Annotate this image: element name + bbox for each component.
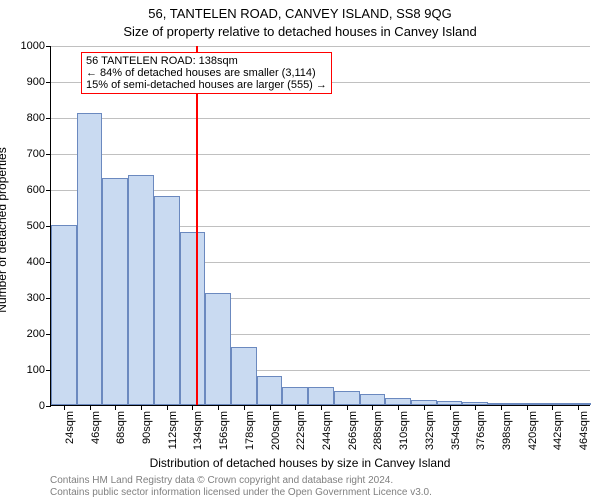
- x-tick-mark: [527, 405, 528, 410]
- annotation-line-2: ← 84% of detached houses are smaller (3,…: [86, 67, 327, 79]
- y-tick-label: 300: [27, 292, 45, 304]
- x-tick-label: 332sqm: [424, 411, 436, 450]
- x-tick-label: 90sqm: [141, 411, 153, 444]
- x-tick-mark: [398, 405, 399, 410]
- x-tick-label: 266sqm: [347, 411, 359, 450]
- x-tick-mark: [295, 405, 296, 410]
- x-tick-mark: [244, 405, 245, 410]
- x-tick-label: 178sqm: [244, 411, 256, 450]
- x-tick-mark: [167, 405, 168, 410]
- histogram-bar: [334, 391, 360, 405]
- histogram-bar: [180, 232, 206, 405]
- x-tick-mark: [424, 405, 425, 410]
- x-tick-mark: [192, 405, 193, 410]
- histogram-bar: [128, 175, 154, 405]
- x-tick-label: 134sqm: [192, 411, 204, 450]
- chart-title-line2: Size of property relative to detached ho…: [0, 24, 600, 39]
- histogram-bar: [205, 293, 231, 405]
- y-tick-mark: [46, 46, 51, 47]
- x-tick-mark: [218, 405, 219, 410]
- x-tick-label: 464sqm: [578, 411, 590, 450]
- x-tick-label: 420sqm: [527, 411, 539, 450]
- y-tick-label: 600: [27, 184, 45, 196]
- histogram-bar: [51, 225, 77, 405]
- x-tick-label: 200sqm: [270, 411, 282, 450]
- gridline: [51, 46, 590, 47]
- footer-line2: Contains public sector information licen…: [50, 487, 432, 499]
- y-tick-label: 700: [27, 148, 45, 160]
- histogram-bar: [102, 178, 128, 405]
- gridline: [51, 118, 590, 119]
- histogram-bar: [514, 403, 540, 405]
- annotation-line-3: 15% of semi-detached houses are larger (…: [86, 79, 327, 91]
- chart-title-line1: 56, TANTELEN ROAD, CANVEY ISLAND, SS8 9Q…: [0, 6, 600, 21]
- y-tick-label: 500: [27, 220, 45, 232]
- x-tick-label: 222sqm: [295, 411, 307, 450]
- x-tick-label: 46sqm: [90, 411, 102, 444]
- x-tick-label: 68sqm: [115, 411, 127, 444]
- histogram-bar: [462, 402, 488, 405]
- x-tick-mark: [501, 405, 502, 410]
- x-tick-label: 112sqm: [167, 411, 179, 449]
- histogram-bar: [77, 113, 103, 405]
- x-tick-label: 156sqm: [218, 411, 230, 450]
- histogram-bar: [308, 387, 334, 405]
- histogram-bar: [231, 347, 257, 405]
- histogram-bar: [437, 401, 463, 405]
- x-tick-mark: [141, 405, 142, 410]
- histogram-bar: [540, 403, 566, 405]
- x-tick-label: 354sqm: [450, 411, 462, 450]
- y-tick-label: 900: [27, 76, 45, 88]
- x-tick-mark: [270, 405, 271, 410]
- x-tick-mark: [347, 405, 348, 410]
- x-tick-label: 288sqm: [372, 411, 384, 450]
- footer-line1: Contains HM Land Registry data © Crown c…: [50, 475, 432, 487]
- x-tick-label: 376sqm: [475, 411, 487, 450]
- y-tick-mark: [46, 82, 51, 83]
- histogram-bar: [282, 387, 308, 405]
- chart-container: 56, TANTELEN ROAD, CANVEY ISLAND, SS8 9Q…: [0, 0, 600, 500]
- y-tick-mark: [46, 118, 51, 119]
- x-tick-label: 244sqm: [321, 411, 333, 450]
- x-axis-label: Distribution of detached houses by size …: [0, 456, 600, 470]
- y-tick-mark: [46, 154, 51, 155]
- histogram-bar: [257, 376, 283, 405]
- plot-area: 0100200300400500600700800900100024sqm46s…: [50, 46, 590, 406]
- x-tick-label: 442sqm: [552, 411, 564, 450]
- histogram-bar: [385, 398, 411, 405]
- y-tick-label: 1000: [21, 40, 45, 52]
- x-tick-mark: [372, 405, 373, 410]
- y-tick-label: 400: [27, 256, 45, 268]
- annotation-line-1: 56 TANTELEN ROAD: 138sqm: [86, 55, 327, 67]
- x-tick-mark: [552, 405, 553, 410]
- y-tick-label: 800: [27, 112, 45, 124]
- x-tick-mark: [115, 405, 116, 410]
- x-tick-mark: [90, 405, 91, 410]
- x-tick-label: 398sqm: [501, 411, 513, 450]
- y-tick-mark: [46, 190, 51, 191]
- histogram-bar: [154, 196, 180, 405]
- histogram-bar: [411, 400, 437, 405]
- footer-attribution: Contains HM Land Registry data © Crown c…: [50, 475, 432, 498]
- histogram-bar: [488, 403, 514, 405]
- x-tick-label: 24sqm: [64, 411, 76, 444]
- x-tick-mark: [450, 405, 451, 410]
- y-tick-mark: [46, 406, 51, 407]
- y-tick-label: 100: [27, 364, 45, 376]
- x-tick-mark: [475, 405, 476, 410]
- y-tick-label: 0: [39, 400, 45, 412]
- reference-line: [196, 46, 198, 405]
- histogram-bar: [360, 394, 386, 405]
- x-tick-label: 310sqm: [398, 411, 410, 450]
- x-tick-mark: [321, 405, 322, 410]
- y-axis-label: Number of detached properties: [0, 65, 9, 230]
- x-tick-mark: [64, 405, 65, 410]
- annotation-box: 56 TANTELEN ROAD: 138sqm← 84% of detache…: [81, 52, 332, 94]
- x-tick-mark: [578, 405, 579, 410]
- gridline: [51, 154, 590, 155]
- y-tick-label: 200: [27, 328, 45, 340]
- histogram-bar: [565, 403, 591, 405]
